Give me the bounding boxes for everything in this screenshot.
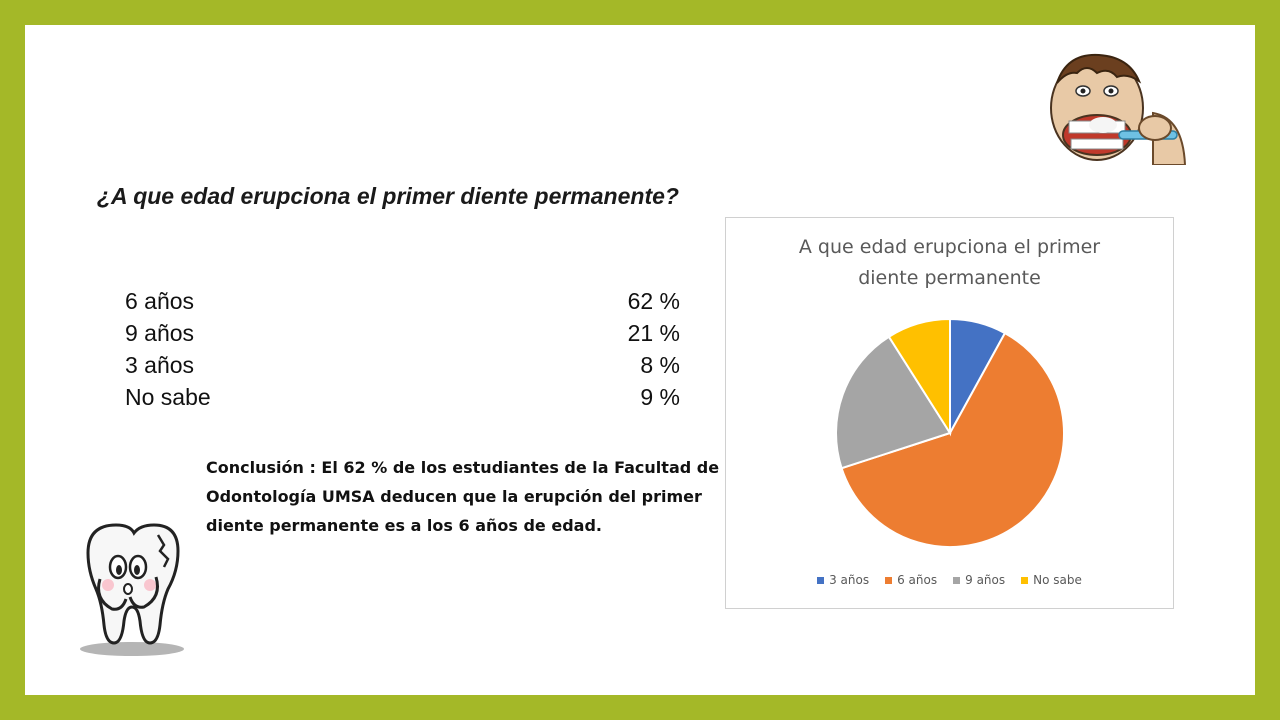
conclusion-text: Conclusión : El 62 % de los estudiantes … [206, 458, 720, 535]
legend-label: No sabe [1033, 573, 1082, 587]
pie-slice-9-anos [835, 335, 952, 470]
legend-label: 3 años [829, 573, 870, 587]
question-heading: ¿A que edad erupciona el primer diente p… [97, 183, 679, 209]
result-row: No sabe 9 % [125, 381, 680, 413]
result-value: 8 % [633, 352, 680, 378]
chart-title: A que edad erupciona el primer diente pe… [726, 232, 1173, 294]
legend-label: 6 años [897, 573, 938, 587]
result-label: 6 años [125, 288, 195, 314]
tooth-character-illustration [80, 523, 184, 656]
result-row: 3 años 8 % [125, 349, 680, 381]
result-row: 9 años 21 % [125, 317, 680, 349]
legend-item: 9 años [953, 573, 1005, 587]
legend-item: 3 años [817, 573, 869, 587]
results-list: 6 años 62 % 9 años 21 % 3 años 8 % No sa… [125, 285, 680, 413]
result-value: 9 % [633, 384, 680, 410]
pie-chart [835, 317, 1065, 548]
chart-title-line-1: A que edad erupciona el primer [798, 236, 1101, 258]
chart-title-line-2: diente permanente [858, 267, 1041, 289]
result-value: 62 % [627, 288, 680, 314]
legend-swatch-9-anos [953, 576, 961, 584]
person-brushing-teeth-illustration [1050, 53, 1187, 165]
result-label: 9 años [125, 320, 195, 346]
chart-legend: 3 años 6 años 9 años No sabe [726, 573, 1173, 587]
legend-item: No sabe [1021, 573, 1082, 587]
legend-label: 9 años [965, 573, 1006, 587]
pie-slice-6-anos [840, 331, 1065, 548]
slide: ¿A que edad erupciona el primer diente p… [25, 25, 1255, 695]
result-value: 21 % [627, 320, 680, 346]
legend-swatch-6-anos [885, 576, 893, 584]
result-label: 3 años [125, 352, 195, 378]
pie-chart-panel: A que edad erupciona el primer diente pe… [725, 217, 1174, 609]
pie-slice-no-sabe [887, 317, 951, 437]
result-row: 6 años 62 % [125, 285, 680, 317]
legend-swatch-3-anos [817, 576, 825, 584]
result-label: No sabe [125, 384, 211, 410]
legend-item: 6 años [885, 573, 937, 587]
legend-swatch-no-sabe [1021, 576, 1029, 584]
